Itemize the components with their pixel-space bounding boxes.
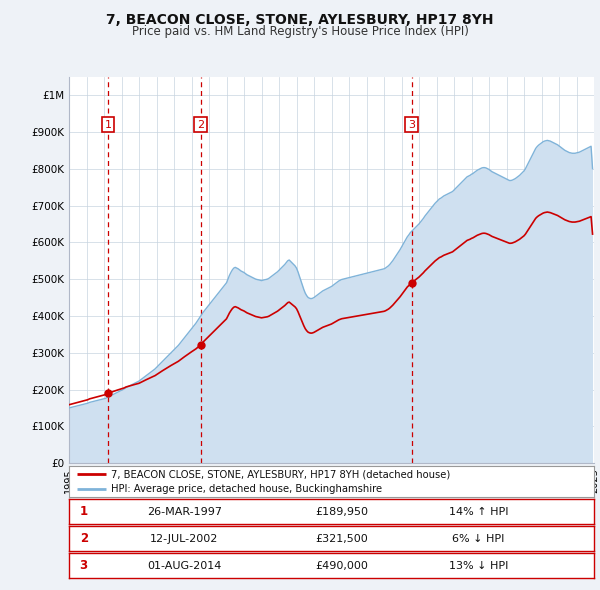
- Text: £490,000: £490,000: [316, 561, 368, 571]
- Text: 1: 1: [80, 505, 88, 518]
- Text: Price paid vs. HM Land Registry's House Price Index (HPI): Price paid vs. HM Land Registry's House …: [131, 25, 469, 38]
- Text: 3: 3: [408, 120, 415, 130]
- Text: 7, BEACON CLOSE, STONE, AYLESBURY, HP17 8YH: 7, BEACON CLOSE, STONE, AYLESBURY, HP17 …: [106, 13, 494, 27]
- Text: 13% ↓ HPI: 13% ↓ HPI: [449, 561, 508, 571]
- Text: HPI: Average price, detached house, Buckinghamshire: HPI: Average price, detached house, Buck…: [111, 484, 382, 494]
- Text: £321,500: £321,500: [316, 534, 368, 543]
- Text: 2: 2: [80, 532, 88, 545]
- Text: 1: 1: [104, 120, 112, 130]
- Text: 12-JUL-2002: 12-JUL-2002: [151, 534, 218, 543]
- Text: 14% ↑ HPI: 14% ↑ HPI: [449, 507, 508, 516]
- Text: 26-MAR-1997: 26-MAR-1997: [147, 507, 222, 516]
- Text: 3: 3: [80, 559, 88, 572]
- Text: 01-AUG-2014: 01-AUG-2014: [148, 561, 221, 571]
- Text: 7, BEACON CLOSE, STONE, AYLESBURY, HP17 8YH (detached house): 7, BEACON CLOSE, STONE, AYLESBURY, HP17 …: [111, 469, 450, 479]
- Text: £189,950: £189,950: [316, 507, 368, 516]
- Text: 2: 2: [197, 120, 205, 130]
- Text: 6% ↓ HPI: 6% ↓ HPI: [452, 534, 505, 543]
